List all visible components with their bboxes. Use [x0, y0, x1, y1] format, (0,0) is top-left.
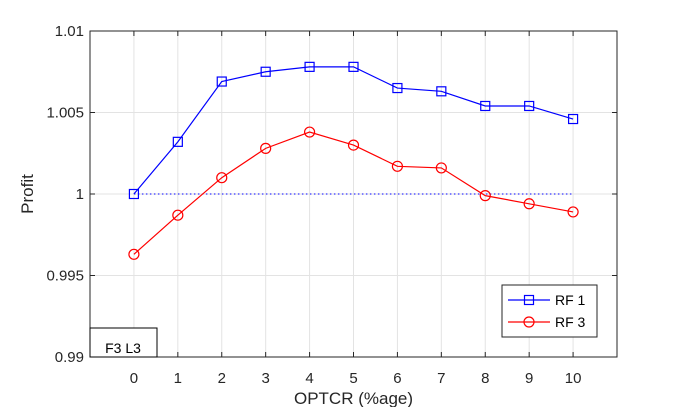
data-point-s2-1 [172, 209, 184, 221]
x-tick-label-5: 5 [349, 370, 357, 387]
series-1 [128, 61, 579, 200]
x-tick-label-6: 6 [393, 370, 401, 387]
data-point-s1-9 [524, 100, 535, 112]
y-tick-label-2: 1 [76, 186, 84, 203]
data-point-s2-3 [260, 142, 272, 154]
legend-items: RF 1 RF 3 [508, 292, 586, 330]
y-tick-label-1: 0.995 [46, 268, 84, 285]
x-tick-label-7: 7 [437, 370, 445, 387]
y-axis-label: Profit [18, 174, 37, 214]
y-tick-label-0: 0.99 [55, 349, 84, 366]
data-point-s1-3 [260, 66, 271, 77]
data-point-s2-10 [567, 206, 579, 218]
x-tick-label-8: 8 [481, 370, 489, 387]
legend: RF 1 RF 3 [501, 284, 598, 338]
data-point-s2-0 [128, 248, 140, 260]
data-point-s2-4 [303, 126, 316, 138]
data-point-s2-5 [347, 139, 360, 151]
series-line-1 [133, 66, 574, 195]
x-axis-label: OPTCR (%age) [294, 389, 413, 407]
annotation-text: F3 L3 [105, 340, 141, 356]
x-tick-label-4: 4 [305, 370, 313, 387]
data-point-s1-1 [172, 136, 183, 147]
x-tick-label-3: 3 [261, 370, 269, 387]
x-tick-label-1: 1 [174, 370, 182, 387]
data-point-s1-0 [128, 188, 140, 200]
data-point-s2-7 [435, 162, 447, 174]
legend-item-1: RF 1 [508, 292, 586, 308]
legend-marker-2 [523, 316, 535, 328]
series-layer [128, 61, 579, 260]
legend-marker-1 [523, 294, 535, 306]
y-tick-label-4: 1.01 [55, 23, 84, 40]
data-point-s1-6 [392, 82, 403, 94]
data-point-s2-8 [479, 190, 491, 202]
x-tick-label-9: 9 [525, 370, 533, 387]
data-point-s1-10 [567, 113, 579, 125]
data-point-s2-2 [216, 172, 228, 184]
data-point-s1-4 [304, 61, 315, 72]
legend-label-1: RF 1 [555, 292, 586, 308]
legend-label-2: RF 3 [555, 314, 586, 330]
data-point-s1-8 [480, 100, 491, 112]
y-axis-ticks: 0.99 0.995 1 1.005 1.01 [46, 23, 617, 366]
series-line-2 [133, 131, 574, 255]
x-axis-ticks: 0 1 2 3 4 5 6 7 8 9 10 [130, 31, 582, 387]
legend-item-2: RF 3 [508, 314, 586, 330]
data-point-s1-7 [436, 86, 447, 97]
data-point-s2-6 [391, 160, 404, 172]
x-tick-label-2: 2 [218, 370, 226, 387]
annotation-box: F3 L3 [89, 327, 158, 358]
data-point-s2-9 [523, 198, 535, 210]
x-tick-label-0: 0 [130, 370, 138, 387]
x-tick-label-10: 10 [565, 370, 582, 387]
data-point-s1-2 [216, 76, 227, 87]
y-tick-label-3: 1.005 [46, 105, 84, 122]
annotation-frame [89, 327, 158, 358]
legend-box [501, 284, 598, 338]
data-point-s1-5 [348, 61, 359, 72]
series-2 [128, 126, 579, 260]
